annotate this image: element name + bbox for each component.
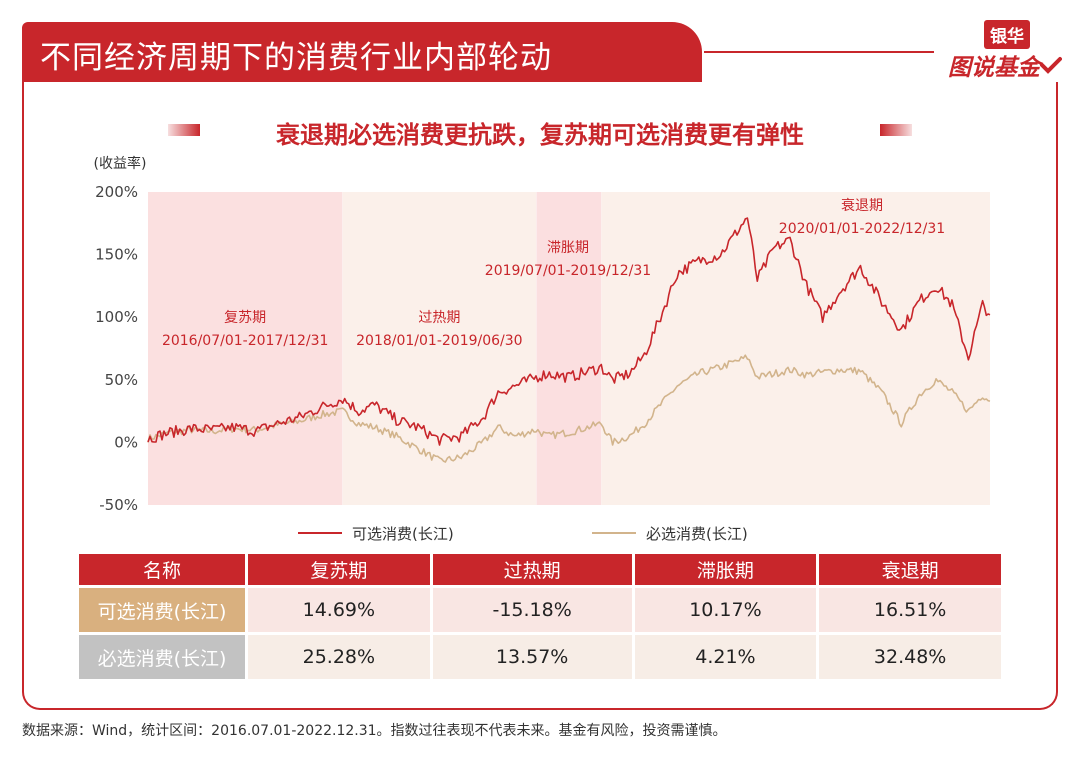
period-range: 2016/07/01-2017/12/31: [162, 333, 328, 349]
footer-disclaimer: 数据来源：Wind，统计区间：2016.07.01-2022.12.31。指数过…: [22, 723, 727, 739]
table-row: 可选消费(长江) 14.69% -15.18% 10.17% 16.51%: [79, 588, 1001, 632]
table-header-cell: 过热期: [432, 554, 632, 585]
legend-entry: 可选消费(长江): [352, 525, 454, 543]
period-band: [342, 192, 537, 505]
table-header-row: 名称 复苏期 过热期 滞胀期 衰退期: [79, 554, 1001, 585]
period-name: 过热期: [418, 310, 460, 326]
row-name-cell: 可选消费(长江): [79, 588, 245, 632]
returns-table: 名称 复苏期 过热期 滞胀期 衰退期 可选消费(长江) 14.69% -15.1…: [76, 551, 1004, 682]
header-band: 不同经济周期下的消费行业内部轮动: [22, 22, 702, 82]
table-row: 必选消费(长江) 25.28% 13.57% 4.21% 32.48%: [79, 635, 1001, 679]
period-band: [148, 192, 343, 505]
logo-subbrand-text: 图说基金: [948, 55, 1040, 81]
period-band: [536, 192, 602, 505]
table-cell: 14.69%: [248, 588, 430, 632]
series-line: [147, 354, 991, 463]
table-cell: 25.28%: [248, 635, 430, 679]
series-line: [147, 217, 991, 446]
period-range: 2018/01/01-2019/06/30: [356, 333, 522, 349]
period-name: 复苏期: [224, 309, 266, 326]
chart-subtitle: 衰退期必选消费更抗跌，复苏期可选消费更有弹性: [276, 121, 804, 149]
checkmark-icon: [1040, 57, 1062, 74]
subtitle-decoration-left: [168, 124, 200, 136]
table-cell: 16.51%: [819, 588, 1001, 632]
logo-brand-text: 银华: [984, 20, 1030, 49]
period-name: 滞胀期: [547, 240, 589, 256]
table-cell: -15.18%: [432, 588, 632, 632]
line-chart: (收益率) 200% 150% 100% 50% 0% -50% 复苏期 2016/07/01…: [94, 155, 991, 543]
table-header-cell: 复苏期: [248, 554, 430, 585]
table-header-cell: 衰退期: [819, 554, 1001, 585]
table-cell: 4.21%: [634, 635, 817, 679]
table-cell: 13.57%: [432, 635, 632, 679]
content-frame: [22, 82, 1058, 710]
period-range: 2020/01/01-2022/12/31: [779, 221, 945, 237]
table-header-cell: 名称: [79, 554, 245, 585]
table-cell: 10.17%: [634, 588, 817, 632]
period-range: 2019/07/01-2019/12/31: [485, 263, 651, 279]
row-name-cell: 必选消费(长江): [79, 635, 245, 679]
y-tick-label: 150%: [95, 246, 138, 264]
table-header-cell: 滞胀期: [634, 554, 817, 585]
header-divider: [704, 51, 934, 53]
period-band: [601, 192, 990, 505]
subtitle-decoration-right: [880, 124, 912, 136]
y-axis-label: (收益率): [94, 155, 147, 172]
legend-entry: 必选消费(长江): [646, 525, 748, 543]
period-name: 衰退期: [841, 197, 883, 214]
table-cell: 32.48%: [819, 635, 1001, 679]
y-tick-label: 50%: [105, 371, 138, 389]
y-tick-label: 100%: [95, 308, 138, 326]
y-tick-label: 0%: [114, 433, 138, 451]
y-tick-label: -50%: [99, 496, 138, 514]
y-tick-label: 200%: [95, 183, 138, 201]
page-title: 不同经济周期下的消费行业内部轮动: [40, 40, 552, 76]
